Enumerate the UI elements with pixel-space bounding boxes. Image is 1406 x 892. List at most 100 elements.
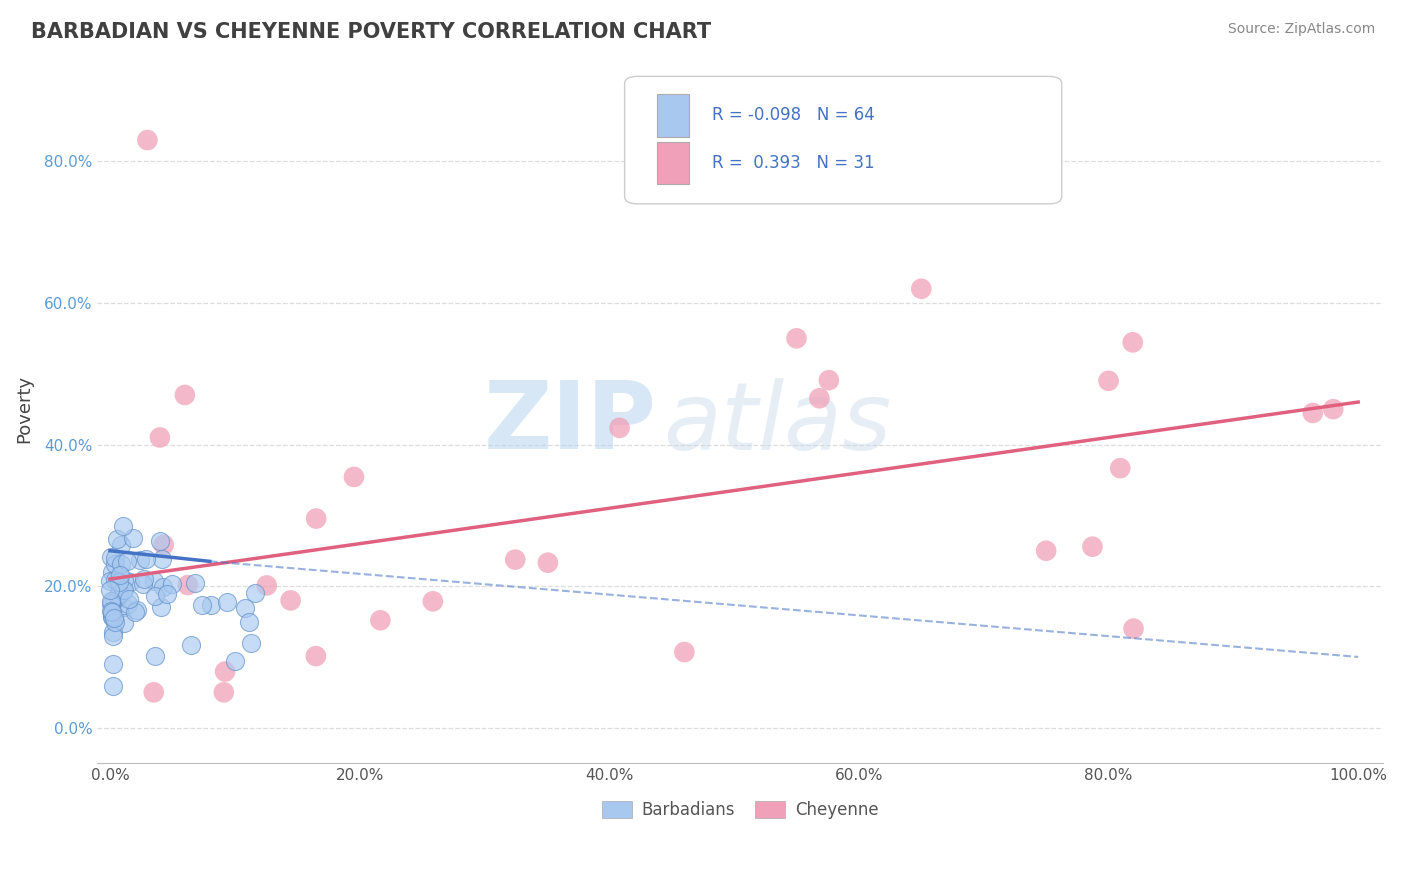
Point	[110, 538, 132, 552]
Point	[135, 552, 157, 566]
Point	[101, 610, 124, 624]
Point	[112, 582, 135, 597]
Point	[143, 589, 166, 603]
Point	[101, 565, 124, 579]
Point	[100, 597, 122, 611]
Point	[177, 578, 200, 592]
Point	[256, 578, 278, 592]
Point	[112, 574, 135, 588]
Point	[280, 593, 302, 607]
FancyBboxPatch shape	[657, 94, 689, 136]
Point	[112, 599, 135, 614]
Point	[124, 605, 146, 619]
Point	[118, 591, 141, 606]
Point	[101, 609, 124, 624]
Point	[104, 615, 127, 629]
FancyBboxPatch shape	[657, 142, 689, 184]
Point	[1122, 335, 1144, 350]
Point	[107, 589, 129, 603]
Point	[503, 552, 526, 566]
Legend: Barbadians, Cheyenne: Barbadians, Cheyenne	[595, 794, 886, 826]
Point	[212, 685, 235, 699]
Point	[129, 553, 152, 567]
Text: R =  0.393   N = 31: R = 0.393 N = 31	[711, 153, 875, 172]
Point	[537, 556, 560, 570]
Point	[173, 388, 195, 402]
Point	[191, 599, 214, 613]
Point	[111, 519, 134, 533]
Point	[103, 611, 125, 625]
Point	[105, 532, 128, 546]
Text: R = -0.098   N = 64: R = -0.098 N = 64	[711, 106, 875, 124]
Point	[117, 597, 139, 611]
Point	[156, 587, 179, 601]
Point	[1097, 374, 1119, 388]
Point	[122, 531, 145, 545]
Point	[104, 558, 127, 572]
Point	[217, 594, 239, 608]
Text: atlas: atlas	[664, 378, 891, 469]
Point	[149, 430, 172, 444]
Point	[100, 582, 122, 597]
Point	[224, 654, 246, 668]
Point	[305, 649, 328, 664]
Point	[422, 594, 444, 608]
Point	[180, 638, 202, 652]
Y-axis label: Poverty: Poverty	[15, 375, 32, 443]
Point	[183, 575, 205, 590]
Point	[110, 557, 132, 571]
Point	[101, 629, 124, 643]
Point	[1109, 461, 1132, 475]
Point	[104, 574, 127, 588]
Point	[132, 577, 155, 591]
Point	[112, 583, 135, 598]
Point	[343, 470, 366, 484]
Point	[143, 574, 166, 588]
Point	[910, 282, 932, 296]
Point	[115, 554, 138, 568]
Point	[808, 392, 831, 406]
Point	[98, 574, 121, 589]
Point	[1081, 540, 1104, 554]
Text: Source: ZipAtlas.com: Source: ZipAtlas.com	[1227, 22, 1375, 37]
Point	[103, 679, 125, 693]
Point	[136, 133, 159, 147]
Point	[673, 645, 696, 659]
Point	[100, 549, 122, 564]
Point	[125, 603, 148, 617]
Point	[200, 598, 222, 612]
Point	[149, 600, 172, 615]
Point	[100, 594, 122, 608]
Point	[1122, 622, 1144, 636]
Point	[100, 604, 122, 618]
Text: ZIP: ZIP	[484, 377, 657, 469]
Point	[101, 657, 124, 671]
Point	[108, 568, 131, 582]
Point	[101, 605, 124, 619]
Point	[152, 580, 174, 594]
Point	[112, 615, 135, 630]
Point	[245, 586, 267, 600]
Point	[238, 615, 260, 629]
Point	[105, 574, 128, 588]
Point	[370, 613, 392, 627]
Point	[142, 685, 165, 699]
Point	[118, 574, 141, 589]
FancyBboxPatch shape	[624, 77, 1062, 203]
Point	[609, 421, 631, 435]
Point	[143, 648, 166, 663]
Point	[1322, 402, 1344, 417]
Point	[149, 533, 172, 548]
Point	[160, 577, 183, 591]
Point	[103, 592, 125, 607]
Point	[152, 538, 174, 552]
Point	[134, 572, 156, 586]
Point	[1302, 406, 1324, 420]
Point	[101, 625, 124, 640]
Point	[818, 373, 841, 387]
Point	[152, 551, 174, 566]
Point	[305, 511, 328, 525]
Text: BARBADIAN VS CHEYENNE POVERTY CORRELATION CHART: BARBADIAN VS CHEYENNE POVERTY CORRELATIO…	[31, 22, 711, 42]
Point	[233, 601, 256, 615]
Point	[104, 550, 127, 565]
